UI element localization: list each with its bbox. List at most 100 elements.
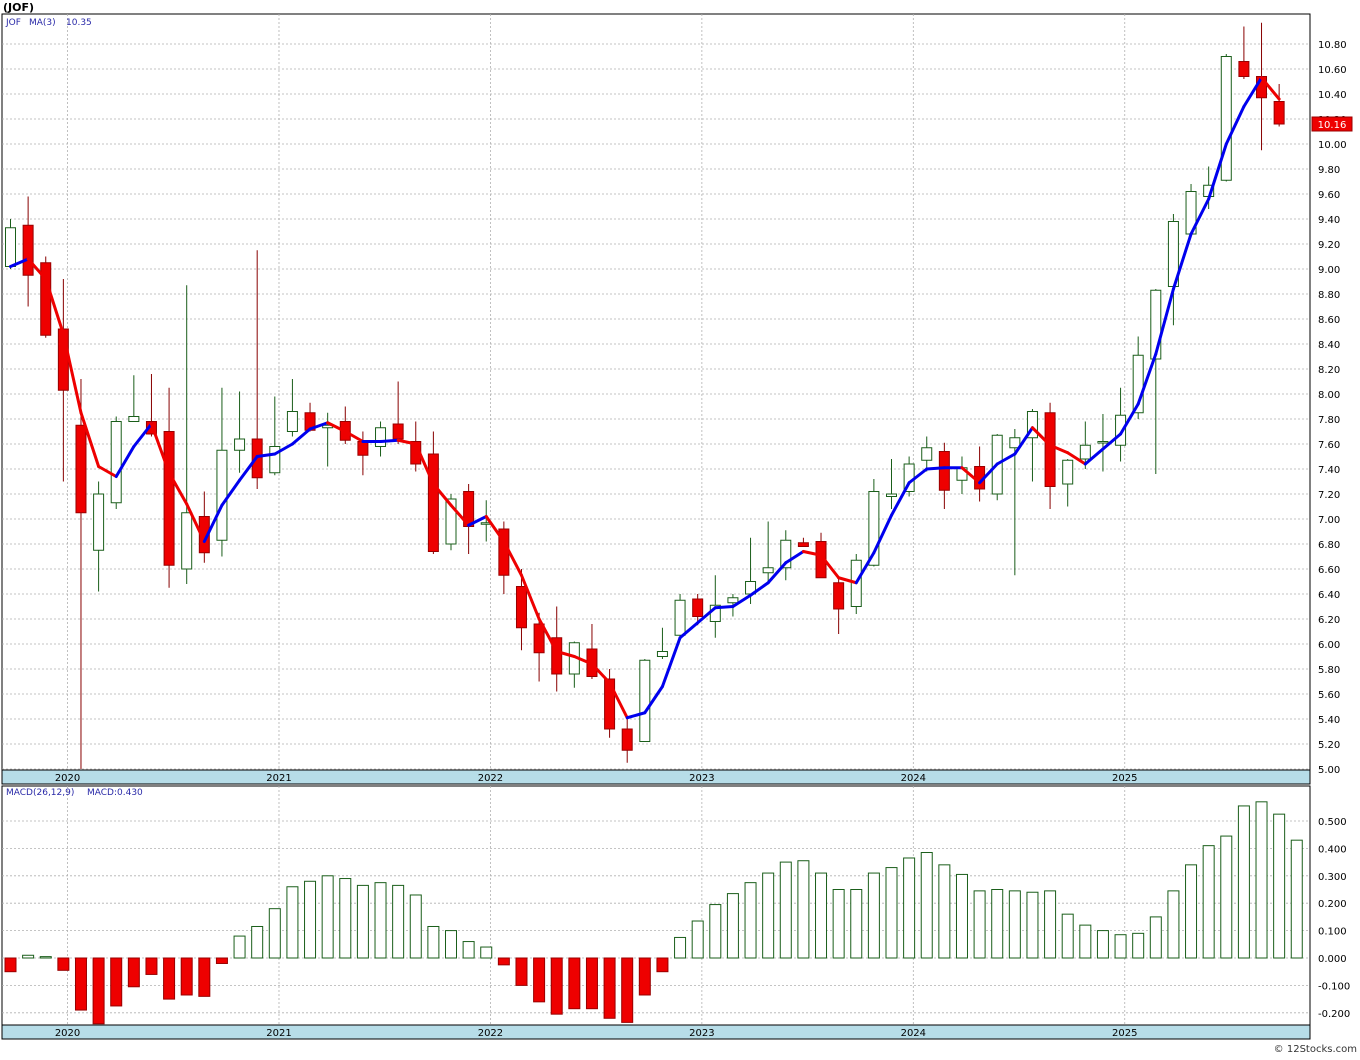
macd-bar	[110, 957, 123, 1007]
ma-segment	[1154, 287, 1175, 356]
candle-body	[921, 447, 933, 461]
price-tick-label: 8.60	[1318, 315, 1340, 326]
ma-segment	[1101, 432, 1123, 451]
macd-bar	[480, 946, 493, 959]
ma-segment	[1189, 197, 1211, 236]
candle-body	[128, 416, 140, 422]
ma-segment	[343, 430, 365, 443]
macd-bar	[145, 957, 158, 975]
candle-body	[1026, 411, 1038, 439]
ma-segment	[238, 455, 259, 482]
macd-bar	[1026, 891, 1039, 959]
macd-bar	[321, 875, 334, 959]
ma-segment	[1048, 443, 1070, 455]
macd-bar	[1079, 924, 1092, 959]
candle-body	[110, 421, 122, 504]
macd-bar	[920, 852, 933, 959]
ma-segment	[185, 502, 206, 543]
candle-body	[797, 542, 809, 547]
macd-tick-label: 0.300	[1318, 872, 1347, 883]
macd-bar	[268, 908, 281, 959]
ma-segment	[537, 617, 559, 653]
ma-segment	[1242, 76, 1264, 108]
ma-segment	[467, 515, 488, 527]
macd-bar	[1273, 813, 1286, 959]
macd-bar	[1044, 890, 1057, 959]
macd-bar	[691, 920, 704, 959]
macd-bar	[163, 957, 176, 1000]
candle-body	[639, 659, 651, 742]
macd-bar	[392, 884, 405, 959]
macd-bar	[1290, 839, 1303, 959]
price-tick-label: 9.00	[1318, 265, 1340, 276]
price-tick-label: 9.80	[1318, 165, 1340, 176]
ma-segment	[202, 503, 224, 543]
candle-body	[692, 598, 704, 617]
macd-bar	[533, 957, 546, 1003]
macd-tick-label: 0.000	[1318, 954, 1347, 965]
candle-body	[604, 678, 616, 730]
macd-bar	[903, 857, 916, 959]
macd-bar	[867, 872, 880, 959]
macd-bar	[832, 889, 845, 959]
price-tick-label: 8.80	[1318, 290, 1340, 301]
year-label: 2023	[689, 773, 714, 784]
ma-segment	[9, 257, 30, 268]
ma-segment	[643, 685, 664, 715]
price-tick-label: 9.60	[1318, 190, 1340, 201]
macd-bar	[850, 889, 863, 959]
ma-segment	[414, 442, 435, 486]
macd-bar	[638, 957, 651, 996]
macd-bar	[709, 904, 722, 959]
macd-bar	[462, 941, 475, 959]
ma-segment	[572, 655, 594, 666]
price-tick-label: 7.80	[1318, 415, 1340, 426]
ma-segment	[837, 576, 858, 585]
macd-bar	[1096, 930, 1109, 959]
price-tick-label: 5.00	[1318, 765, 1340, 776]
macd-bar	[973, 890, 986, 959]
macd-bar	[603, 957, 616, 1019]
price-tick-label: 7.40	[1318, 465, 1340, 476]
macd-bar	[1149, 916, 1162, 959]
price-tick-label: 6.00	[1318, 640, 1340, 651]
ma-segment	[26, 257, 48, 281]
ma-segment	[625, 711, 647, 720]
candle-body	[551, 637, 563, 675]
macd-date-axis	[1, 1024, 1311, 1040]
candle-body	[833, 582, 845, 610]
ma-segment	[132, 422, 153, 448]
year-label: 2022	[478, 773, 503, 784]
price-legend-ma-label: MA(3)	[29, 18, 56, 28]
candle-body	[515, 586, 527, 629]
price-date-axis	[1, 769, 1311, 785]
price-tick-label: 7.60	[1318, 440, 1340, 451]
candle-body	[445, 498, 457, 545]
macd-bar	[22, 954, 35, 959]
candle-body	[762, 567, 774, 574]
ma-segment	[555, 650, 576, 658]
moving-average	[9, 76, 1281, 720]
macd-bar	[1114, 934, 1127, 959]
ma-segment	[1260, 76, 1281, 101]
macd-bar	[57, 957, 70, 971]
macd-bar	[568, 957, 581, 1010]
macd-bar	[215, 957, 228, 964]
macd-bar	[180, 957, 193, 996]
macd-bar	[656, 957, 669, 973]
macd-bar	[304, 880, 317, 959]
ma-segment	[44, 277, 65, 336]
ma-segment	[167, 471, 189, 506]
ma-segment	[731, 593, 753, 608]
year-label: 2022	[478, 1028, 503, 1039]
ma-segment	[872, 513, 893, 555]
macd-bar	[1255, 801, 1268, 959]
price-tick-label: 9.20	[1318, 240, 1340, 251]
macd-bar	[550, 957, 563, 1015]
price-panel	[1, 13, 1311, 771]
macd-bar	[1220, 835, 1233, 959]
macd-tick-label: 0.400	[1318, 844, 1347, 855]
macd-panel	[1, 785, 1311, 1026]
macd-bar	[515, 957, 528, 986]
